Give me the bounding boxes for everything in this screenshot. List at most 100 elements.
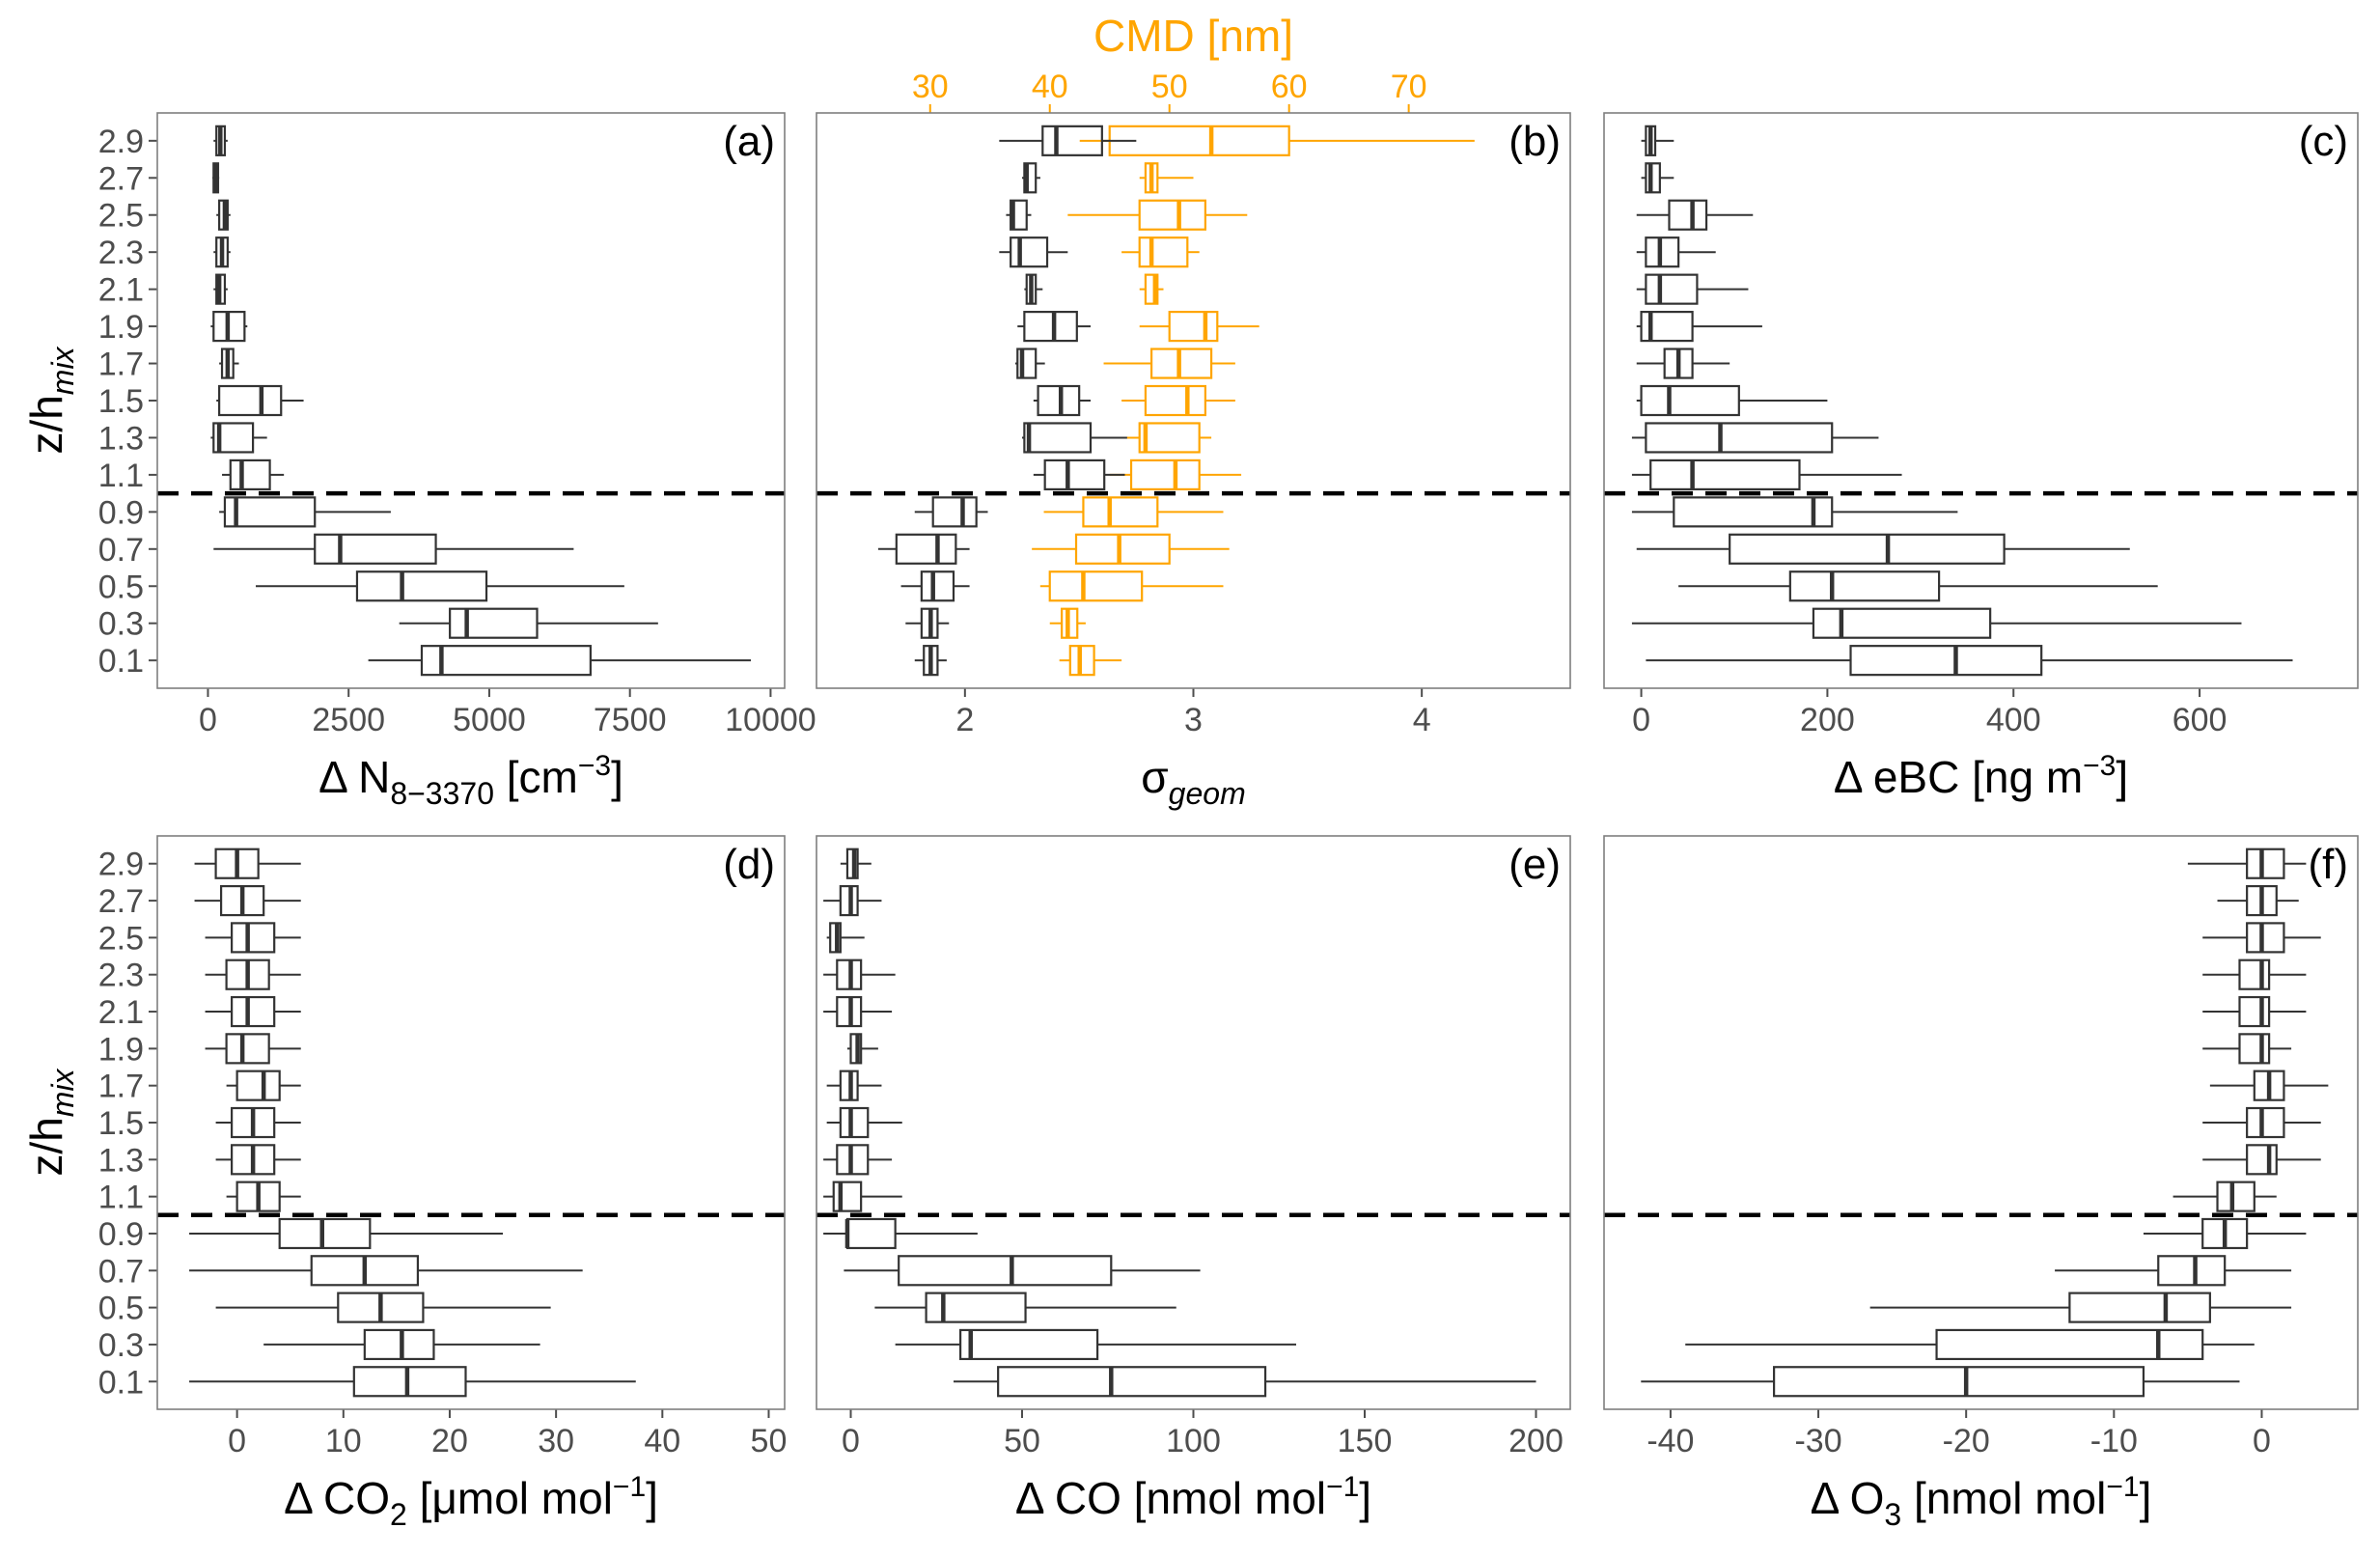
box-iqr	[925, 1292, 1027, 1323]
data-box	[205, 922, 301, 954]
panel-tag: (a)	[723, 118, 775, 165]
data-box	[999, 236, 1068, 268]
title-sup: −3	[2083, 750, 2116, 782]
data-box	[2202, 1144, 2321, 1176]
cmd-box	[1139, 162, 1194, 194]
top-tick-label: 40	[1032, 69, 1068, 105]
panel-frame	[156, 112, 786, 689]
data-box	[215, 1106, 301, 1139]
x-tick-label: 600	[2172, 702, 2228, 738]
x-axis-title: Δ eBC [ng m−3]	[1834, 750, 2128, 802]
x-tick-label: 30	[538, 1423, 574, 1459]
box-iqr	[898, 1255, 1113, 1287]
data-box	[1641, 1366, 2240, 1398]
data-box	[210, 422, 267, 454]
data-box	[846, 1033, 878, 1065]
y-tick-label: 2.5	[98, 920, 144, 957]
y-tick-label: 0.1	[98, 1364, 144, 1401]
data-box	[1017, 310, 1091, 343]
box-iqr	[1640, 310, 1694, 343]
title-end: ]	[611, 752, 623, 802]
x-tick-label: 50	[751, 1423, 788, 1459]
box-iqr	[235, 1070, 281, 1101]
box-iqr	[1645, 236, 1680, 268]
y-title-main: z/h	[21, 1117, 71, 1176]
x-tick-label: 2	[955, 702, 974, 738]
box-iqr	[1010, 199, 1028, 231]
title-end: ]	[646, 1473, 658, 1523]
y-tick-label: 1.3	[98, 420, 144, 457]
y-tick-label: 2.1	[98, 994, 144, 1031]
y-title-main: z/h	[21, 395, 71, 454]
y-tick-label: 2.1	[98, 272, 144, 309]
x-tick-label: 150	[1338, 1423, 1393, 1459]
cmd-box	[1067, 199, 1248, 231]
data-box	[826, 1106, 902, 1139]
title-main: Δ eBC [ng m	[1834, 752, 2083, 802]
x-tick-label: 20	[431, 1423, 468, 1459]
data-box	[194, 847, 301, 879]
x-tick-label: 200	[1800, 702, 1855, 738]
panel-tag: (b)	[1508, 118, 1561, 165]
box-iqr	[231, 995, 276, 1028]
x-tick-label: 10	[325, 1423, 362, 1459]
y-tick-label: 2.7	[98, 160, 144, 197]
cmd-box	[1103, 347, 1235, 379]
data-box	[2202, 1033, 2292, 1065]
y-tick-label: 2.5	[98, 198, 144, 235]
data-box	[877, 533, 970, 565]
box-iqr	[2157, 1255, 2227, 1287]
panel-tag: (f)	[2308, 841, 2348, 888]
data-box	[954, 1366, 1536, 1398]
box-iqr	[1010, 236, 1049, 268]
data-box	[210, 310, 248, 343]
title-main: Δ CO	[284, 1473, 390, 1523]
box-iqr	[832, 1181, 863, 1212]
box-iqr	[1773, 1366, 2145, 1398]
y-tick-label: 0.5	[98, 569, 144, 605]
box-iqr	[1108, 125, 1290, 156]
data-box	[2143, 1217, 2307, 1250]
data-box	[205, 1033, 301, 1065]
data-box	[1631, 458, 1902, 491]
cmd-box	[1121, 384, 1235, 417]
box-iqr	[1144, 273, 1159, 305]
box-iqr	[1640, 384, 1740, 417]
data-box	[1636, 384, 1828, 417]
data-box	[1024, 273, 1043, 305]
box-iqr	[1043, 458, 1106, 491]
box-iqr	[1138, 236, 1189, 268]
box-iqr	[1645, 422, 1834, 454]
box-iqr	[1041, 125, 1103, 156]
y-tick-label: 1.5	[98, 1105, 144, 1142]
data-box	[1636, 310, 1762, 343]
data-box	[1685, 1328, 2255, 1361]
box-iqr	[2246, 847, 2285, 879]
box-iqr	[1016, 347, 1038, 379]
box-iqr	[420, 645, 592, 677]
box-iqr	[1048, 570, 1144, 602]
y-tick-label: 1.3	[98, 1142, 144, 1179]
data-box	[840, 847, 872, 879]
box-iqr	[231, 922, 276, 954]
data-box	[1022, 162, 1040, 194]
x-tick-label: 0	[1632, 702, 1650, 738]
y-tick-label: 2.9	[98, 847, 144, 883]
box-iqr	[2246, 1144, 2278, 1176]
y-tick-label: 1.5	[98, 383, 144, 420]
y-axis-title: z/hmix	[21, 1068, 80, 1176]
data-box	[2202, 1106, 2321, 1139]
data-box	[1033, 384, 1091, 417]
data-box	[222, 458, 285, 491]
data-box	[1646, 645, 2293, 677]
data-box	[219, 347, 239, 379]
x-tick-label: 0	[2253, 1423, 2271, 1459]
data-box	[874, 1292, 1176, 1323]
box-iqr	[1668, 199, 1708, 231]
box-iqr	[1023, 162, 1038, 194]
y-tick-label: 2.3	[98, 235, 144, 271]
y-title-sub: mix	[45, 346, 80, 395]
data-box	[226, 1070, 301, 1101]
box-iqr	[218, 384, 283, 417]
